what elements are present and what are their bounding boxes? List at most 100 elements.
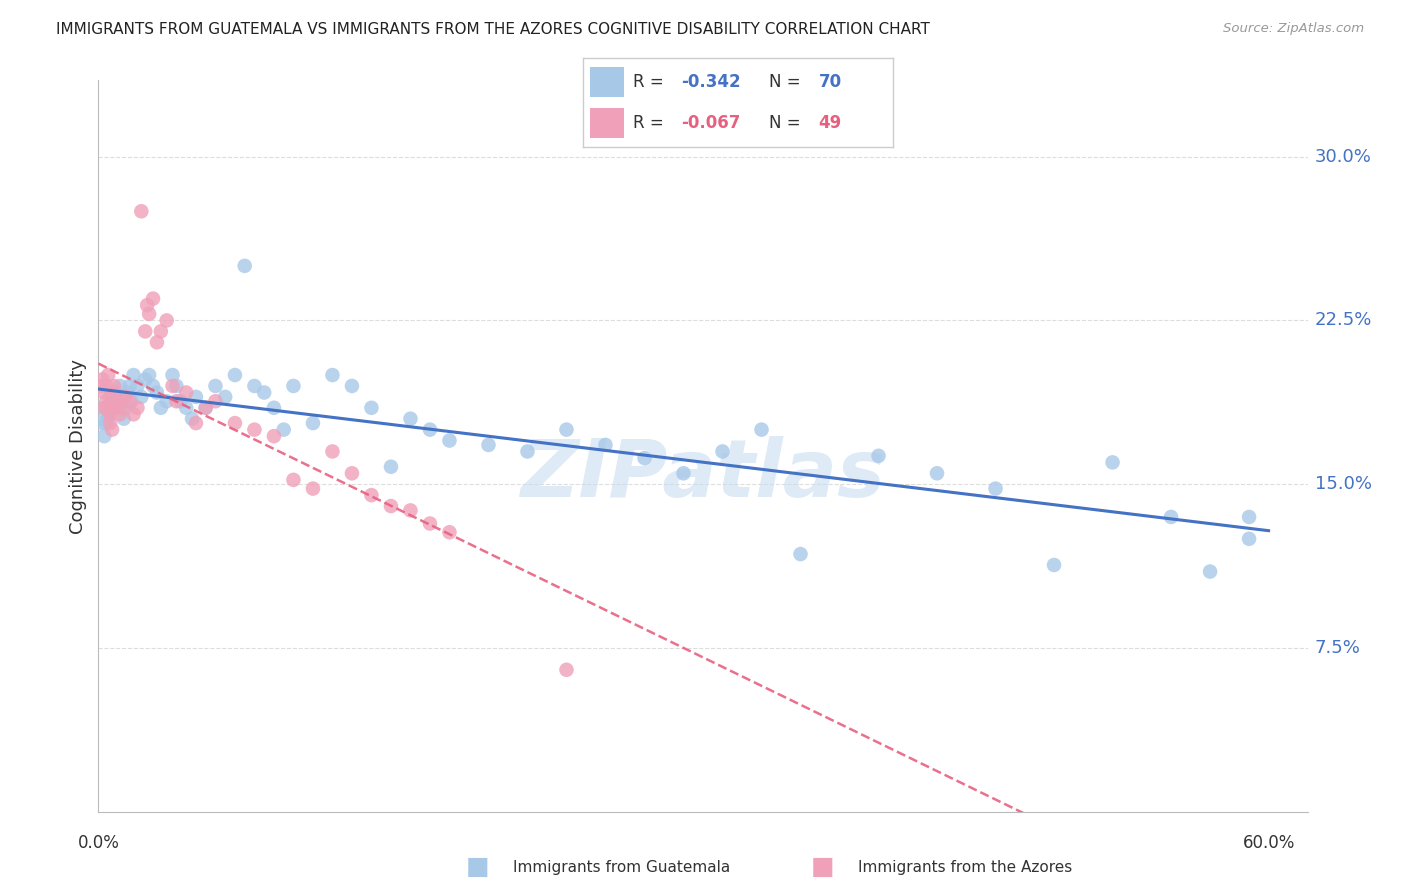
Point [134,324,156,338]
Point [419,423,441,437]
Point [104,401,127,415]
Point [89,379,111,393]
Point [380,499,402,513]
Point [108,408,131,422]
Point [984,482,1007,496]
Point [108,379,131,393]
Text: R =: R = [633,73,669,91]
Point [107,394,129,409]
Point [194,401,217,415]
Point [93,401,115,415]
Point [360,488,382,502]
Point [165,379,187,393]
Text: 22.5%: 22.5% [1315,311,1372,329]
Point [138,307,160,321]
Point [263,401,285,415]
Point [122,408,145,422]
Point [439,525,461,540]
Point [111,394,134,409]
Point [283,379,305,393]
Point [101,394,124,409]
Point [114,401,136,415]
Point [131,390,153,404]
Point [340,379,363,393]
Point [321,368,343,382]
Point [194,401,217,415]
Point [103,401,125,415]
Point [184,390,207,404]
Point [118,394,141,409]
Text: 7.5%: 7.5% [1315,639,1361,657]
Point [283,473,305,487]
Point [439,434,461,448]
Text: 49: 49 [818,114,842,132]
Point [96,408,118,422]
Point [169,394,191,409]
Point [146,335,169,350]
Point [868,449,890,463]
Point [112,411,135,425]
Point [751,423,773,437]
Point [1043,558,1066,572]
Point [101,394,124,409]
Point [127,379,149,393]
Point [101,423,124,437]
Point [555,423,578,437]
Point [174,401,197,415]
Point [321,444,343,458]
Point [156,394,179,409]
Point [103,385,125,400]
Point [134,372,156,386]
Point [204,379,226,393]
Point [96,379,118,393]
Point [516,444,538,458]
Point [138,368,160,382]
Point [142,379,165,393]
Point [165,394,187,409]
Point [925,467,948,481]
Text: ■: ■ [467,855,489,879]
Point [399,503,422,517]
Point [91,372,114,386]
Point [1199,565,1222,579]
Point [174,385,197,400]
Point [1237,532,1260,546]
Text: N =: N = [769,73,806,91]
Point [142,292,165,306]
Point [1101,455,1123,469]
Text: IMMIGRANTS FROM GUATEMALA VS IMMIGRANTS FROM THE AZORES COGNITIVE DISABILITY COR: IMMIGRANTS FROM GUATEMALA VS IMMIGRANTS … [56,22,931,37]
Text: ■: ■ [811,855,834,879]
Point [96,394,118,409]
Point [204,394,226,409]
Bar [589,67,624,97]
Point [127,401,149,415]
Point [98,416,121,430]
Point [162,379,184,393]
Point [302,482,325,496]
Text: 60.0%: 60.0% [1243,834,1295,852]
Point [243,379,266,393]
Point [477,438,499,452]
Point [131,204,153,219]
Text: 15.0%: 15.0% [1315,475,1372,493]
Point [253,385,276,400]
Point [233,259,256,273]
Point [146,385,169,400]
Y-axis label: Cognitive Disability: Cognitive Disability [69,359,87,533]
Point [595,438,617,452]
Point [122,368,145,382]
Point [243,423,266,437]
Text: -0.342: -0.342 [681,73,741,91]
Point [97,405,120,419]
Point [380,459,402,474]
Point [711,444,734,458]
Point [93,385,115,400]
Point [121,394,143,409]
Text: 30.0%: 30.0% [1315,148,1371,166]
Point [104,385,127,400]
Point [224,416,246,430]
Point [263,429,285,443]
Point [149,401,172,415]
Point [555,663,578,677]
Point [419,516,441,531]
